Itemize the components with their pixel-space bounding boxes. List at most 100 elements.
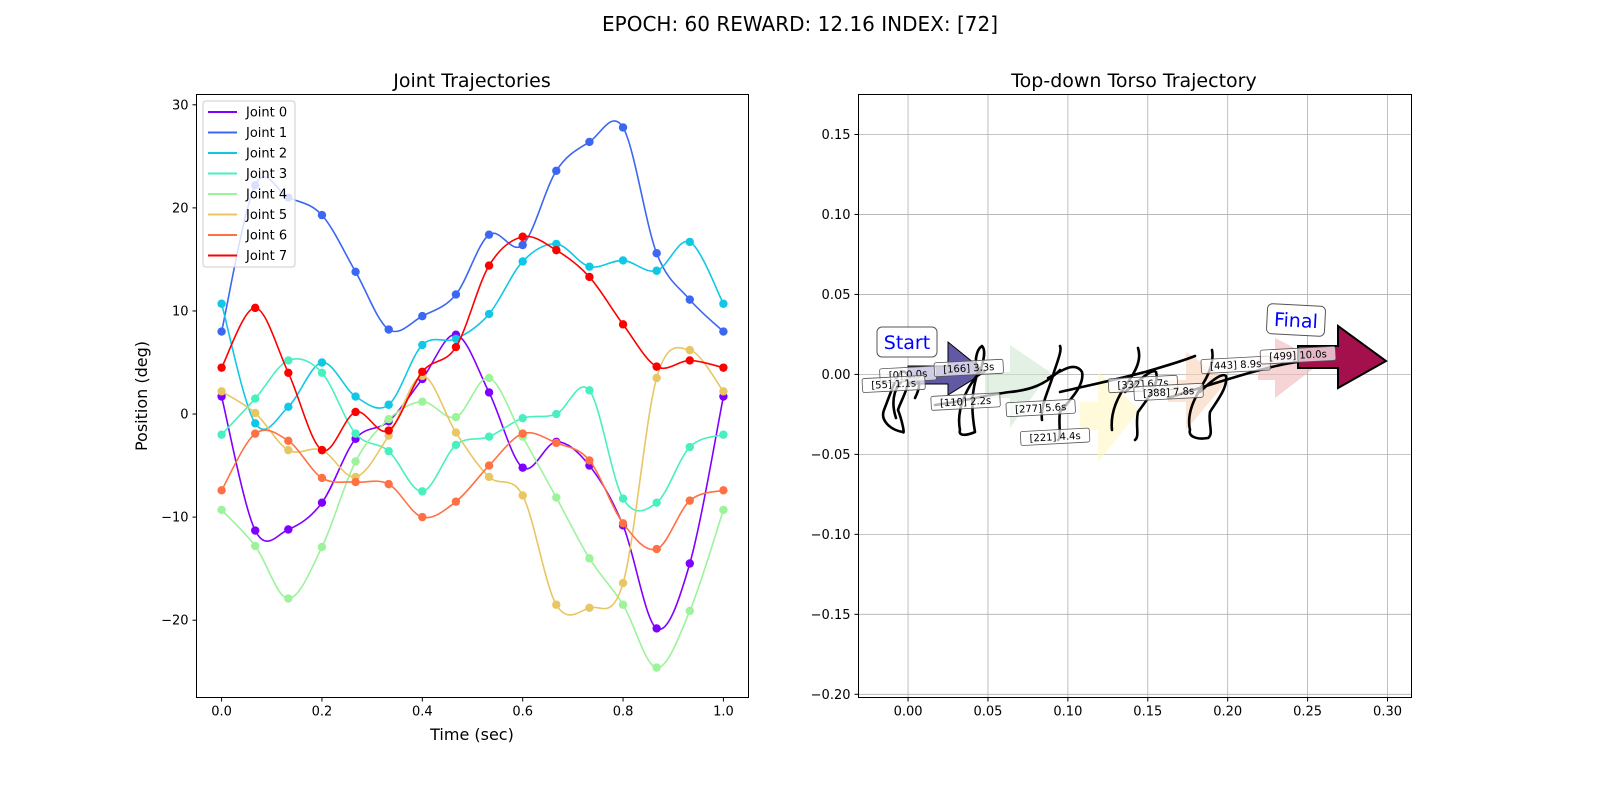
joint-1-point-4	[351, 267, 360, 276]
start-label-box	[876, 326, 938, 358]
torso-annotation-box	[933, 358, 1004, 378]
joint-y-tick-label: −10	[161, 511, 188, 526]
joint-1-point-9	[518, 240, 527, 250]
joint-0-point-13	[652, 624, 661, 633]
joint-0-point-8	[484, 388, 494, 397]
joint-7-point-10	[552, 245, 561, 255]
torso-figure-stroke-2	[957, 344, 986, 437]
joint-legend-label-0: Joint 0	[245, 106, 287, 121]
joint-5-point-12	[618, 578, 628, 588]
joint-3-point-4	[351, 429, 360, 438]
torso-annotation-box	[1019, 427, 1091, 446]
torso-x-tick-label: 0.00	[894, 705, 923, 720]
joint-6-point-1	[251, 429, 260, 438]
joint-1-point-14	[685, 295, 694, 304]
joint-1-point-8	[484, 230, 494, 239]
joint-5-point-13	[652, 373, 661, 383]
joint-6-point-0	[217, 486, 226, 495]
joint-0-point-14	[685, 559, 694, 568]
joint-3-point-1	[251, 394, 260, 403]
joint-7-point-8	[484, 261, 494, 270]
joint-5-point-9	[518, 491, 527, 500]
torso-trajectory-axes: Top-down Torso Trajectory StartFinal[0] …	[811, 70, 1412, 720]
joint-5-point-10	[552, 600, 561, 609]
joint-3-point-12	[618, 494, 628, 503]
torso-direction-arrow-2	[1080, 372, 1140, 462]
final-label-box	[1266, 303, 1326, 337]
joint-plot-area	[217, 120, 728, 672]
joint-x-tick-label: 0.6	[512, 705, 533, 720]
joint-0-point-2	[284, 525, 293, 534]
torso-x-tick-label: 0.30	[1373, 705, 1402, 720]
joint-y-tick-label: 10	[172, 304, 189, 319]
joint-2-point-13	[652, 266, 661, 275]
joint-y-tick-label: 30	[172, 98, 189, 113]
joint-7-point-13	[652, 362, 661, 371]
joint-5-point-7	[451, 428, 461, 437]
joint-4-point-13	[652, 663, 661, 672]
joint-1-line	[220, 120, 724, 333]
torso-annotation-9: [499] 10.0s	[1259, 345, 1337, 365]
joint-3-point-3	[317, 368, 327, 378]
joint-x-tick-label: 0.8	[613, 705, 634, 720]
joint-x-axis-label: Time (sec)	[429, 725, 514, 744]
joint-2-point-7	[451, 334, 461, 343]
joint-6-point-6	[418, 512, 427, 522]
joint-0-point-9	[518, 463, 527, 472]
torso-annotation-label: [443] 8.9s	[1210, 359, 1262, 373]
final-label-group: Final	[1266, 303, 1326, 337]
joint-4-point-0	[217, 505, 226, 515]
joint-3-point-14	[685, 442, 694, 452]
joint-3-point-9	[518, 413, 527, 423]
joint-2-point-5	[384, 400, 393, 409]
joint-6-point-10	[552, 438, 561, 448]
torso-annotation-5: [277] 5.6s	[1005, 398, 1076, 418]
joint-4-point-10	[552, 493, 561, 502]
joint-6-point-2	[284, 436, 293, 446]
torso-annotation-3: [166] 3.3s	[933, 358, 1004, 378]
joint-legend-label-6: Joint 6	[245, 229, 287, 244]
joint-4-point-4	[351, 457, 360, 466]
joint-1-point-6	[418, 311, 427, 321]
joint-3-point-2	[284, 356, 293, 365]
joint-y-axis: −20 −10 0 10 20 30	[161, 98, 197, 629]
joint-2-point-14	[685, 237, 694, 247]
torso-y-tick-label: −0.15	[811, 608, 851, 623]
joint-4-point-2	[284, 594, 293, 603]
joint-6-point-5	[384, 479, 393, 489]
joint-2-point-6	[418, 340, 427, 350]
joint-2-point-9	[518, 257, 527, 266]
joint-7-point-4	[351, 407, 360, 417]
joint-6-point-9	[518, 429, 527, 438]
joint-5-point-2	[284, 445, 293, 455]
joint-6-line	[220, 429, 724, 551]
joint-7-point-5	[384, 426, 393, 435]
joint-3-point-6	[418, 487, 427, 496]
torso-axes-frame	[858, 94, 1412, 698]
torso-annotation-2: [110] 2.2s	[930, 392, 1001, 411]
joint-1-point-7	[451, 290, 461, 299]
final-label: Final	[1274, 309, 1319, 333]
joint-1-point-11	[585, 137, 594, 147]
joint-2-point-8	[484, 309, 494, 319]
joint-2-point-3	[317, 358, 327, 367]
torso-annotation-8: [443] 8.9s	[1200, 355, 1271, 374]
torso-x-axis: 0.00 0.05 0.10 0.15 0.20 0.25 0.30	[894, 697, 1402, 720]
torso-annotation-4: [221] 4.4s	[1019, 427, 1091, 446]
joint-7-point-3	[317, 445, 327, 455]
joint-4-point-12	[618, 600, 628, 609]
joint-1-point-10	[552, 166, 561, 175]
joint-2-point-11	[585, 262, 594, 271]
joint-chart-title: Joint Trajectories	[392, 70, 550, 92]
torso-annotation-label: [277] 5.6s	[1015, 402, 1067, 416]
joint-7-point-6	[418, 367, 427, 376]
joint-3-point-11	[585, 386, 594, 395]
joint-5-point-8	[484, 472, 494, 482]
joint-legend-box	[202, 100, 296, 268]
torso-annotation-box	[1133, 382, 1204, 402]
torso-y-tick-label: 0.10	[822, 208, 851, 223]
torso-x-tick-label: 0.25	[1293, 705, 1322, 720]
start-label: Start	[884, 332, 930, 354]
